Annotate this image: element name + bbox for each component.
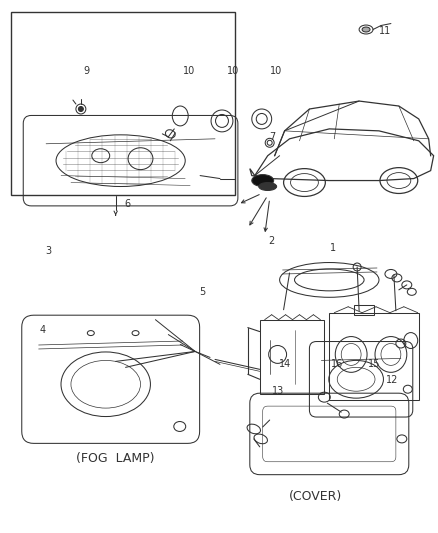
Text: 12: 12 <box>385 375 397 385</box>
Text: 6: 6 <box>124 199 131 209</box>
Text: (FOG  LAMP): (FOG LAMP) <box>75 452 154 465</box>
Text: 4: 4 <box>40 325 46 335</box>
Bar <box>259 320 324 394</box>
Ellipse shape <box>361 27 369 32</box>
Text: 3: 3 <box>46 246 51 256</box>
Text: 13: 13 <box>272 386 284 396</box>
Text: 9: 9 <box>83 66 89 76</box>
Ellipse shape <box>251 175 273 187</box>
Text: 14: 14 <box>278 359 290 369</box>
Ellipse shape <box>258 182 276 190</box>
Text: 11: 11 <box>378 26 391 36</box>
Bar <box>11 12 234 196</box>
Bar <box>328 313 418 400</box>
Text: 7: 7 <box>268 132 274 142</box>
Text: 10: 10 <box>182 66 194 76</box>
Text: 10: 10 <box>226 66 238 76</box>
Text: (COVER): (COVER) <box>288 490 341 503</box>
Ellipse shape <box>78 107 83 111</box>
Text: 5: 5 <box>198 287 205 297</box>
Text: 2: 2 <box>268 236 274 246</box>
Text: 1: 1 <box>329 243 335 253</box>
Text: 16: 16 <box>330 359 343 369</box>
Text: 15: 15 <box>367 359 380 369</box>
Text: 10: 10 <box>269 66 282 76</box>
Bar <box>353 305 373 314</box>
